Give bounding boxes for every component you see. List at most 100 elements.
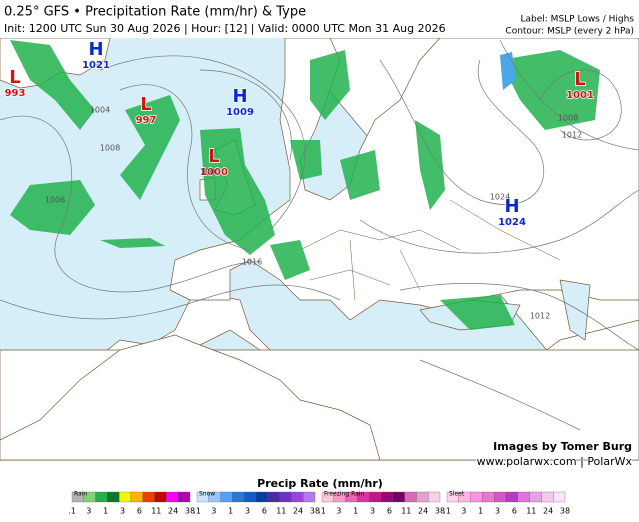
color-cell [119,491,132,503]
legend-group: Rain [74,491,87,498]
color-cell [369,491,382,503]
center-letter: L [9,67,20,88]
legend-tick: 1 [103,507,108,516]
legend-group: Snow [199,491,215,498]
color-cell [482,491,495,503]
legend-tick: 3 [86,507,91,516]
legend-tick: 3 [211,507,216,516]
color-cell [255,491,268,503]
center-letter: H [504,196,519,217]
color-cell [166,491,179,503]
legend-tick: 6 [137,507,142,516]
legend-tick: 3 [120,507,125,516]
color-cell [220,491,233,503]
legend-tick: 38 [185,507,195,516]
color-cell [267,491,280,503]
legend-tick: 3 [461,507,466,516]
legend-tick: 24 [293,507,303,516]
legend-group: Freezing Rain [324,491,364,498]
color-cell [178,491,191,503]
contour-label: 1008 [100,144,120,153]
legend-tick: 3 [245,507,250,516]
color-cell [428,491,441,503]
legend-tick: 38 [435,507,445,516]
color-cell [553,491,566,503]
center-letter: L [140,94,151,115]
legend-tick: 11 [526,507,536,516]
color-cell [130,491,143,503]
color-cell [416,491,429,503]
center-value: 1001 [566,90,594,101]
subtitle: Init: 1200 UTC Sun 30 Aug 2026 | Hour: [… [4,22,446,35]
center-value: 997 [136,115,157,126]
legend-tick: 3 [370,507,375,516]
contour-label: 1016 [242,258,262,267]
legend-tick: .1 [193,507,201,516]
center-letter: H [88,39,103,60]
contour-label: 1024 [490,193,510,202]
legend-tick: 1 [353,507,358,516]
center-letter: L [208,146,219,167]
color-cell [470,491,483,503]
legend-tick: 1 [228,507,233,516]
center-value: 1009 [226,107,254,118]
color-cell [244,491,257,503]
contour-label: 1004 [90,106,110,115]
legend-title: Precip Rate (mm/hr) [257,477,383,490]
color-cell [142,491,155,503]
center-value: 1000 [200,167,228,178]
center-value: 993 [5,88,26,99]
legend-tick: 38 [560,507,570,516]
legend-tick: 6 [387,507,392,516]
legend-tick: 24 [418,507,428,516]
color-cell [95,491,108,503]
legend-tick: .1 [68,507,76,516]
contour-label: 1012 [530,312,550,321]
color-cell [291,491,304,503]
color-cell [154,491,167,503]
contour-label: 1000 [200,168,220,177]
contour-label: 1012 [562,131,582,140]
title: 0.25° GFS • Precipitation Rate (mm/hr) &… [4,5,306,20]
legend-tick: 11 [276,507,286,516]
legend-tick: .1 [443,507,451,516]
legend-tick: 6 [262,507,267,516]
credit: Images by Tomer Burg [493,440,632,453]
center-letter: H [232,86,247,107]
color-cell [404,491,417,503]
legend-tick: 11 [151,507,161,516]
legend-tick: 6 [512,507,517,516]
center-value: 1024 [498,217,526,228]
legend-tick: 24 [168,507,178,516]
center-letter: L [574,69,585,90]
legend-tick: 3 [495,507,500,516]
contour-label: 1008 [558,114,578,123]
color-cell [392,491,405,503]
legend-tick: 38 [310,507,320,516]
contour-label: 1006 [45,196,65,205]
legend-tick: 11 [401,507,411,516]
color-cell [529,491,542,503]
legend-tick: 3 [336,507,341,516]
contour-labels: 1016 1012 1008 1024 1012 1006 1000 1004 1008 [45,106,582,321]
credit-url: www.polarwx.com | PolarWx [477,455,633,468]
legend-tick: 1 [478,507,483,516]
center-value: 1021 [82,60,110,71]
color-cell [517,491,530,503]
color-cell [541,491,554,503]
legend-tick: 24 [543,507,553,516]
legend-tick: .1 [318,507,326,516]
contour-note: Contour: MSLP (every 2 hPa) [505,27,634,37]
color-cell [380,491,393,503]
color-cell [279,491,292,503]
color-cell [494,491,507,503]
legend-group: Sleet [449,491,465,498]
precipitation [10,40,600,330]
color-cell [232,491,245,503]
color-cell [107,491,120,503]
color-cell [303,491,316,503]
label-note: Label: MSLP Lows / Highs [521,15,635,25]
